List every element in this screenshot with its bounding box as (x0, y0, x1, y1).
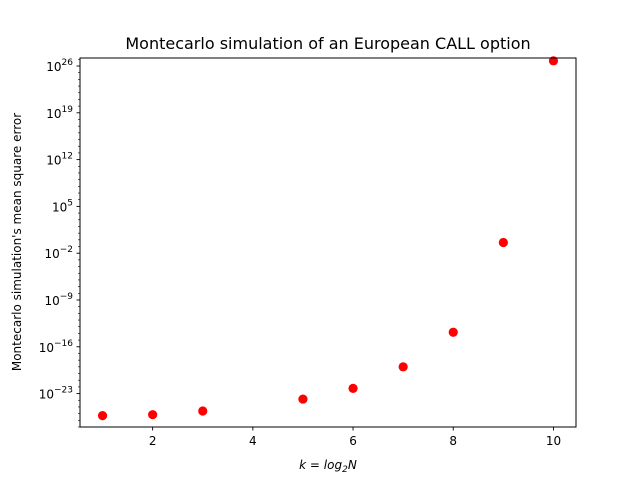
y-tick-label: 1012 (46, 152, 73, 168)
y-tick-label: 1019 (46, 105, 73, 121)
y-tick-label: 10−9 (44, 292, 73, 308)
data-points (97, 56, 559, 421)
x-axis-ticks: 2 4 6 8 10 (149, 427, 561, 448)
y-tick-label: 10−2 (44, 245, 73, 261)
axes-frame (79, 57, 577, 428)
data-point (398, 362, 408, 372)
x-tick-label: 2 (149, 434, 157, 448)
y-tick-label: 1026 (46, 58, 73, 74)
y-axis-ticks: 10−23 10−16 10−9 10−2 105 1012 1019 1026 (39, 58, 80, 402)
x-tick-label: 4 (249, 434, 257, 448)
chart-title: Montecarlo simulation of an European CAL… (125, 34, 530, 53)
x-tick-label: 8 (449, 434, 457, 448)
data-point (298, 394, 308, 404)
data-point (348, 383, 358, 393)
y-tick-label: 10−23 (39, 386, 73, 402)
data-point (148, 410, 158, 420)
x-tick-label: 10 (546, 434, 561, 448)
data-point (498, 237, 508, 248)
plot-area: 10−23 10−16 10−9 10−2 105 1012 1019 1026 2 4 6 8 10 (39, 56, 577, 448)
y-tick-label: 10−16 (39, 339, 74, 355)
y-tick-label: 105 (52, 198, 73, 214)
data-point (548, 56, 559, 66)
x-tick-label: 6 (349, 434, 357, 448)
data-point (97, 411, 108, 421)
data-point (448, 327, 458, 337)
y-axis-label: Montecarlo simulation's mean square erro… (10, 113, 24, 371)
data-point (198, 406, 208, 416)
x-axis-label: k = log2N (299, 458, 357, 475)
x-axis-label-subscript: 2 (342, 465, 348, 475)
